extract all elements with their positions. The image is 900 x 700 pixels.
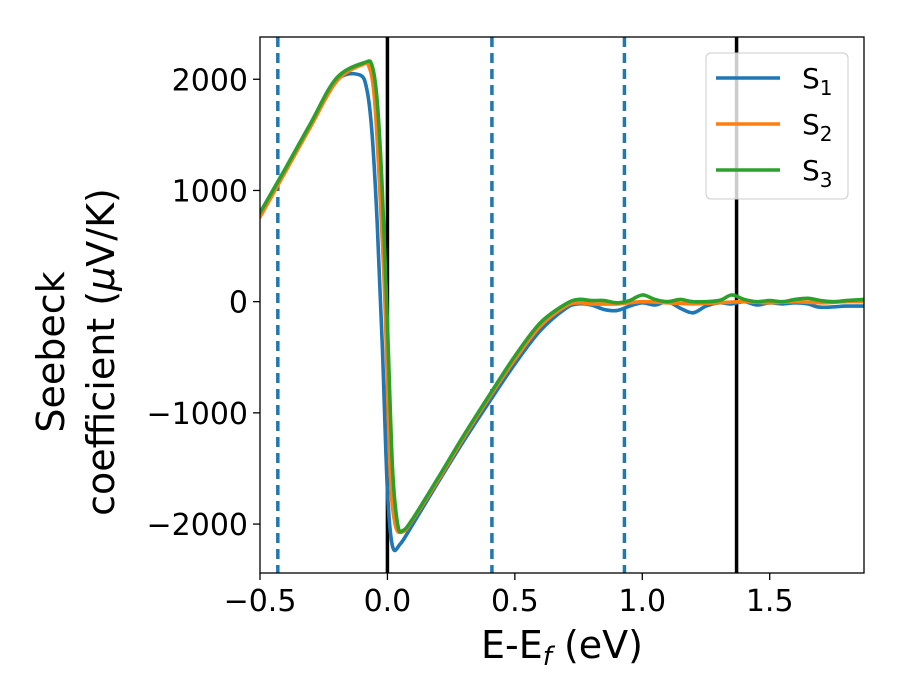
legend-label-S2: S2 [802, 108, 833, 146]
y-axis-label-line1: Seebeck [29, 271, 73, 432]
y-tick-label: 2000 [172, 63, 248, 98]
series-lines [260, 59, 864, 553]
legend-label-S1: S1 [802, 62, 833, 100]
x-axis-label: E-Ef (eV) [481, 623, 643, 672]
x-axis-ticks: −0.5 0.0 0.5 1.0 1.5 [224, 573, 794, 619]
y-axis-label-line2: coefficient (μV/K) [79, 188, 123, 516]
y-tick-label: −2000 [147, 508, 248, 543]
legend-label-S3: S3 [802, 154, 833, 192]
reference-lines [276, 37, 739, 573]
x-tick-label: 0.5 [491, 584, 539, 619]
x-tick-label: 1.5 [746, 584, 794, 619]
y-axis-label: Seebeck coefficient (μV/K) [29, 188, 123, 516]
legend: S1 S2 S3 [705, 52, 849, 200]
x-tick-label: 1.0 [618, 584, 666, 619]
y-tick-label: 1000 [172, 174, 248, 209]
y-axis-ticks: 2000 1000 0 −1000 −2000 [147, 63, 260, 543]
y-tick-label: −1000 [147, 397, 248, 432]
plot-frame [259, 36, 865, 574]
x-tick-label: 0.0 [364, 584, 412, 619]
x-tick-label: −0.5 [224, 584, 297, 619]
legend-box [705, 52, 849, 200]
y-tick-label: 0 [229, 286, 248, 321]
series-line-S3 [260, 59, 864, 534]
